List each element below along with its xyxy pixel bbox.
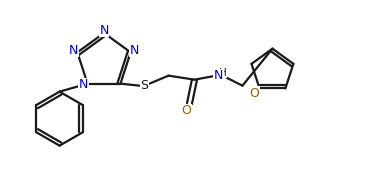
Text: N: N — [79, 78, 88, 91]
Text: N: N — [130, 44, 139, 57]
Text: N: N — [69, 44, 78, 57]
Text: N: N — [99, 23, 109, 37]
Text: O: O — [250, 87, 259, 100]
Text: O: O — [182, 104, 191, 117]
Text: N: N — [214, 69, 223, 82]
Text: H: H — [219, 68, 226, 78]
Text: S: S — [140, 79, 149, 92]
